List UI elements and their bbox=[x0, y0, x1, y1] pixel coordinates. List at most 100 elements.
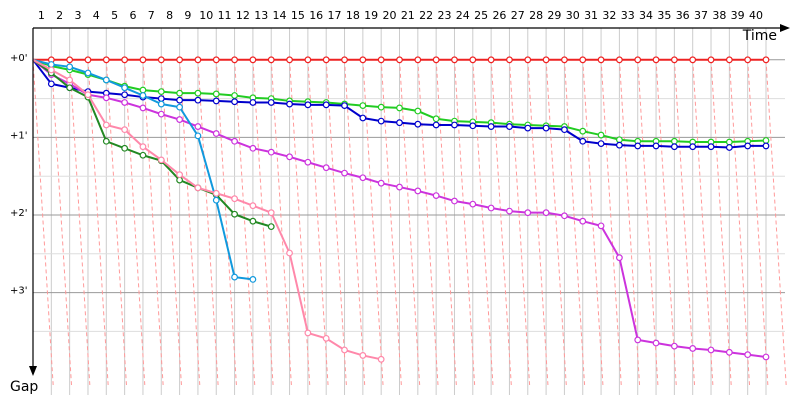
data-point bbox=[689, 56, 697, 64]
data-point bbox=[267, 209, 275, 217]
data-point bbox=[524, 56, 532, 64]
data-point bbox=[744, 142, 752, 150]
x-tick-label: 30 bbox=[566, 9, 580, 22]
data-point bbox=[762, 353, 770, 361]
x-tick-label: 14 bbox=[273, 9, 287, 22]
data-point bbox=[707, 346, 715, 354]
lap-line bbox=[234, 59, 256, 386]
lap-line bbox=[87, 59, 109, 386]
data-point bbox=[176, 89, 184, 97]
data-point bbox=[212, 97, 220, 105]
data-point bbox=[744, 351, 752, 359]
data-point bbox=[341, 102, 348, 109]
data-point bbox=[66, 63, 74, 71]
x-tick-label: 25 bbox=[474, 9, 488, 22]
data-point bbox=[322, 56, 330, 64]
lap-line bbox=[637, 59, 659, 386]
data-point bbox=[194, 184, 202, 192]
data-point bbox=[47, 61, 55, 68]
data-point bbox=[157, 100, 165, 108]
lap-line bbox=[618, 59, 641, 386]
lap-line bbox=[69, 59, 91, 386]
x-axis-arrow bbox=[780, 24, 790, 32]
x-tick-label: 2 bbox=[56, 9, 63, 22]
lap-line bbox=[435, 59, 457, 386]
data-point bbox=[359, 114, 367, 122]
data-point bbox=[231, 210, 238, 218]
data-point bbox=[267, 148, 275, 156]
data-point bbox=[451, 121, 458, 129]
data-point bbox=[652, 142, 660, 150]
data-point bbox=[121, 126, 129, 134]
data-point bbox=[231, 195, 238, 203]
lap-line bbox=[710, 59, 732, 386]
lap-line bbox=[655, 59, 677, 386]
x-tick-label: 8 bbox=[166, 9, 173, 22]
data-point bbox=[616, 136, 623, 144]
data-point bbox=[249, 56, 257, 64]
data-point bbox=[102, 56, 110, 64]
data-point bbox=[341, 56, 348, 64]
x-tick-label: 1 bbox=[38, 9, 45, 22]
data-point bbox=[341, 169, 348, 177]
data-point bbox=[194, 89, 202, 97]
data-point bbox=[597, 56, 605, 64]
data-point bbox=[194, 123, 202, 130]
lap-line bbox=[399, 59, 421, 386]
data-point bbox=[212, 189, 220, 197]
data-point bbox=[304, 329, 312, 337]
data-point bbox=[359, 174, 367, 182]
data-point bbox=[231, 98, 238, 106]
data-point bbox=[66, 76, 74, 84]
x-tick-label: 33 bbox=[621, 9, 635, 22]
lap-line bbox=[765, 59, 787, 386]
data-point bbox=[670, 342, 678, 350]
data-point bbox=[267, 99, 275, 106]
data-point bbox=[341, 346, 348, 354]
lap-lines bbox=[32, 59, 787, 386]
data-point bbox=[487, 123, 495, 130]
data-point bbox=[176, 116, 184, 123]
lap-line bbox=[124, 59, 146, 386]
data-point bbox=[212, 90, 220, 98]
data-point bbox=[579, 137, 587, 145]
data-point bbox=[249, 217, 257, 225]
data-point bbox=[487, 204, 495, 212]
lap-line bbox=[380, 59, 402, 386]
lap-line bbox=[252, 59, 274, 386]
grid bbox=[33, 28, 785, 395]
x-tick-label: 35 bbox=[657, 9, 671, 22]
x-tick-label: 22 bbox=[419, 9, 433, 22]
x-tick-label: 37 bbox=[694, 9, 708, 22]
lap-line bbox=[417, 59, 439, 386]
data-point bbox=[377, 103, 385, 111]
x-tick-label: 21 bbox=[401, 9, 415, 22]
data-point bbox=[176, 103, 184, 111]
data-point bbox=[432, 192, 440, 199]
data-point bbox=[139, 104, 147, 112]
data-point bbox=[396, 119, 403, 127]
x-tick-label: 38 bbox=[712, 9, 726, 22]
lap-line bbox=[105, 59, 127, 386]
data-point bbox=[707, 143, 715, 151]
x-tick-label: 34 bbox=[639, 9, 653, 22]
data-point bbox=[304, 101, 312, 109]
data-point bbox=[725, 348, 733, 356]
x-tick-label: 7 bbox=[148, 9, 155, 22]
data-point bbox=[542, 56, 550, 64]
data-point bbox=[212, 56, 220, 64]
x-tick-label: 12 bbox=[236, 9, 250, 22]
lap-line bbox=[32, 59, 54, 386]
plot bbox=[32, 56, 770, 363]
data-point bbox=[121, 144, 129, 152]
data-point bbox=[616, 141, 623, 149]
series-line bbox=[32, 59, 272, 228]
x-tick-label: 4 bbox=[93, 9, 100, 22]
data-point bbox=[396, 56, 403, 64]
x-tick-label: 17 bbox=[328, 9, 342, 22]
data-point bbox=[597, 222, 605, 230]
lap-line bbox=[527, 59, 549, 386]
data-point bbox=[597, 140, 605, 148]
data-point bbox=[414, 187, 422, 195]
